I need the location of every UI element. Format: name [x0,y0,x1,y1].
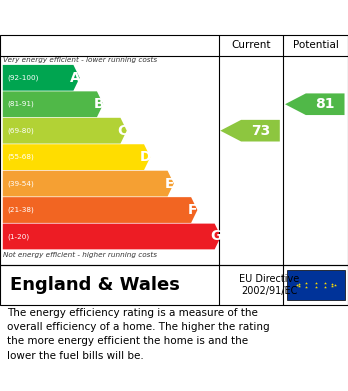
Text: (39-54): (39-54) [7,180,34,187]
Text: (21-38): (21-38) [7,207,34,213]
Text: The energy efficiency rating is a measure of the
overall efficiency of a home. T: The energy efficiency rating is a measur… [7,308,270,361]
Text: Energy Efficiency Rating: Energy Efficiency Rating [10,9,239,27]
Text: (1-20): (1-20) [7,233,29,240]
Text: 73: 73 [251,124,270,138]
Polygon shape [3,171,174,196]
Text: Very energy efficient - lower running costs: Very energy efficient - lower running co… [3,56,158,63]
Polygon shape [285,93,345,115]
Text: (69-80): (69-80) [7,127,34,134]
Text: Current: Current [231,40,271,50]
Text: EU Directive
2002/91/EC: EU Directive 2002/91/EC [239,274,300,296]
Polygon shape [220,120,280,142]
Text: (81-91): (81-91) [7,101,34,108]
Polygon shape [3,197,197,223]
Text: Potential: Potential [293,40,339,50]
Polygon shape [3,65,80,91]
Text: England & Wales: England & Wales [10,276,180,294]
Text: (55-68): (55-68) [7,154,34,160]
Text: C: C [117,124,127,138]
Text: G: G [211,230,222,244]
Text: F: F [188,203,198,217]
Text: E: E [165,177,174,190]
Text: B: B [93,97,104,111]
Bar [287,270,345,300]
Text: D: D [140,150,151,164]
Polygon shape [3,144,150,170]
Text: (92-100): (92-100) [7,75,38,81]
Polygon shape [3,91,103,117]
Text: 81: 81 [315,97,335,111]
Text: A: A [70,71,80,85]
Polygon shape [3,224,221,249]
Text: Not energy efficient - higher running costs: Not energy efficient - higher running co… [3,252,158,258]
Polygon shape [3,118,127,143]
